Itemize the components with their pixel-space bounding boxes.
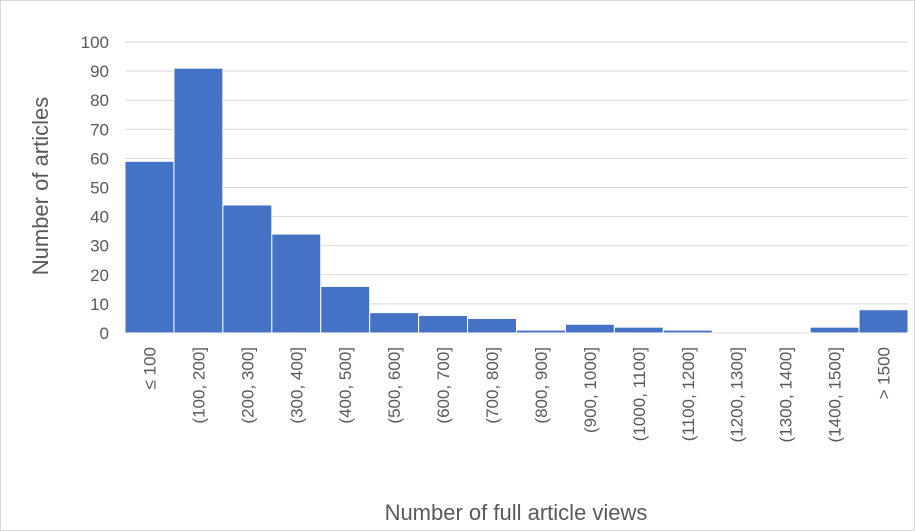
x-tick-label: (1200, 1300] — [728, 347, 747, 442]
x-tick-label: > 1500 — [875, 347, 894, 399]
y-tick-label: 80 — [90, 91, 109, 110]
y-tick-label: 50 — [90, 179, 109, 198]
y-tick-label: 100 — [81, 33, 109, 52]
bar — [662, 329, 713, 334]
bar — [564, 323, 615, 334]
bar — [516, 329, 566, 334]
y-axis-title: Number of articles — [28, 97, 53, 276]
bar — [858, 309, 909, 334]
bar — [418, 315, 469, 334]
y-axis-ticks: 0 10 20 30 40 50 60 70 80 90 100 — [81, 33, 109, 343]
x-tick-label: (400, 500] — [336, 347, 355, 424]
bar — [613, 326, 664, 334]
x-tick-label: (900, 1000] — [581, 347, 600, 433]
y-tick-label: 40 — [90, 208, 109, 227]
x-tick-label: (1300, 1400] — [777, 347, 796, 442]
x-tick-label: (500, 600] — [385, 347, 404, 424]
y-tick-label: 20 — [90, 266, 109, 285]
bar — [320, 285, 371, 334]
x-tick-label: (600, 700] — [434, 347, 453, 424]
y-tick-label: 10 — [90, 295, 109, 314]
bar — [467, 317, 517, 334]
x-tick-label: (1000, 1100] — [630, 347, 649, 441]
x-tick-label: (100, 200] — [189, 347, 208, 424]
x-axis-title: Number of full article views — [385, 500, 648, 525]
x-tick-label: ≤ 100 — [140, 347, 159, 389]
bar — [369, 312, 420, 334]
y-tick-label: 70 — [90, 120, 109, 139]
bar — [271, 233, 322, 334]
y-tick-label: 90 — [90, 62, 109, 81]
x-tick-label: (1400, 1500] — [826, 347, 845, 442]
bar — [809, 326, 860, 334]
x-tick-label: (300, 400] — [287, 347, 306, 424]
bar — [222, 204, 273, 334]
x-tick-label: (700, 800] — [483, 347, 502, 424]
bar — [124, 160, 175, 334]
x-axis-ticks: ≤ 100 (100, 200] (200, 300] (300, 400] (400,… — [140, 347, 893, 442]
x-tick-label: (1100, 1200] — [679, 347, 698, 441]
x-tick-label: (200, 300] — [238, 347, 257, 424]
y-tick-label: 0 — [100, 324, 109, 343]
bar — [173, 67, 224, 334]
y-tick-label: 60 — [90, 149, 109, 168]
x-tick-label: (800, 900] — [532, 347, 551, 424]
y-tick-label: 30 — [90, 237, 109, 256]
bar-series — [124, 67, 909, 334]
